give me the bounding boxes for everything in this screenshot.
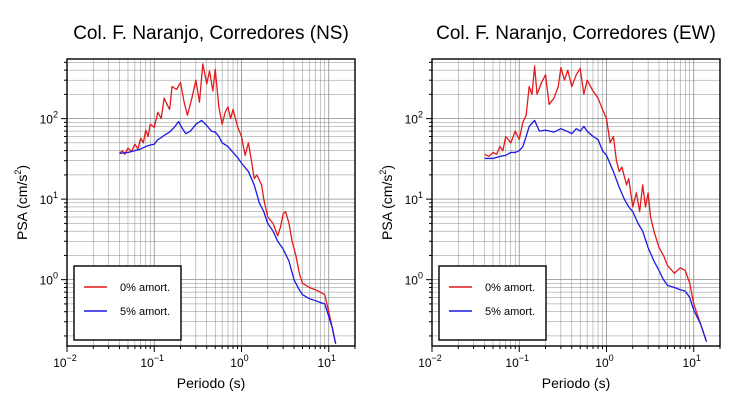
x-axis-label: Periodo (s) (177, 375, 245, 391)
chart-panel-2: Col. F. Naranjo, Corredores (EW)10−2 10−1… (378, 23, 721, 391)
y-axis-label-text: PSA (cm/s (14, 175, 30, 240)
y-tick-exponent: 2 (53, 110, 58, 120)
x-tick-label: 100 (595, 353, 613, 370)
x-tick-base: 10 (595, 356, 609, 370)
x-tick-label: 10−1 (505, 353, 529, 370)
x-tick-label: 10−1 (140, 353, 164, 370)
y-axis-label-sup: 2 (13, 170, 23, 175)
y-tick-exponent: 0 (53, 271, 58, 281)
series-line-damped (484, 119, 708, 342)
x-tick-label: 100 (230, 353, 248, 370)
y-tick-base: 10 (405, 274, 419, 288)
legend-box (73, 265, 182, 341)
x-tick-base: 10 (683, 356, 697, 370)
chart-panel-1: Col. F. Naranjo, Corredores (NS)10−2 10−1… (13, 23, 356, 391)
y-tick-exponent: 0 (418, 271, 423, 281)
series-line-damped (119, 119, 337, 344)
chart-title: Col. F. Naranjo, Corredores (NS) (73, 23, 349, 44)
legend-label: 5% amort. (120, 306, 170, 318)
x-tick-label: 101 (318, 353, 336, 370)
y-tick-base: 10 (40, 113, 54, 127)
x-tick-base: 10 (53, 356, 67, 370)
y-axis-label-text: PSA (cm/s (379, 175, 395, 240)
x-tick-exponent: −1 (519, 353, 529, 363)
y-tick-exponent: 1 (53, 190, 58, 200)
y-tick-label: 100 (405, 271, 423, 288)
y-axis-label-end: ) (14, 165, 30, 170)
y-tick-label: 102 (405, 110, 423, 127)
x-tick-exponent: −2 (67, 353, 77, 363)
y-tick-exponent: 1 (418, 190, 423, 200)
x-tick-base: 10 (230, 356, 244, 370)
x-tick-exponent: 1 (696, 353, 701, 363)
x-tick-base: 10 (418, 356, 432, 370)
y-tick-base: 10 (405, 113, 419, 127)
y-tick-exponent: 2 (418, 110, 423, 120)
x-tick-label: 10−2 (53, 353, 77, 370)
x-axis-label: Periodo (s) (542, 375, 610, 391)
legend: 0% amort. 5% amort. (438, 265, 547, 341)
y-tick-base: 10 (40, 274, 54, 288)
y-tick-label: 100 (40, 271, 58, 288)
series-line-undamped (484, 65, 708, 342)
y-axis-label-sup: 2 (378, 170, 388, 175)
x-tick-exponent: −2 (432, 353, 442, 363)
y-tick-base: 10 (40, 193, 54, 207)
legend: 0% amort. 5% amort. (73, 265, 182, 341)
x-tick-exponent: 1 (331, 353, 336, 363)
x-tick-exponent: 0 (244, 353, 249, 363)
legend-label: 0% amort. (485, 282, 535, 294)
tick-marks (61, 61, 356, 352)
legend-label: 5% amort. (485, 306, 535, 318)
y-axis-label: PSA (cm/s2) (378, 165, 395, 240)
y-tick-label: 101 (405, 190, 423, 207)
y-tick-base: 10 (405, 193, 419, 207)
y-tick-label: 102 (40, 110, 58, 127)
x-tick-exponent: −1 (154, 353, 164, 363)
series-line-undamped (119, 63, 337, 344)
legend-box (438, 265, 547, 341)
gridlines (66, 59, 356, 346)
legend-label: 0% amort. (120, 282, 170, 294)
chart-title: Col. F. Naranjo, Corredores (EW) (436, 23, 716, 44)
x-tick-exponent: 0 (609, 353, 614, 363)
gridlines (431, 59, 721, 346)
x-tick-base: 10 (505, 356, 519, 370)
x-tick-base: 10 (318, 356, 332, 370)
x-tick-label: 10−2 (418, 353, 442, 370)
x-tick-label: 101 (683, 353, 701, 370)
y-axis-label-end: ) (379, 165, 395, 170)
y-axis-label: PSA (cm/s2) (13, 165, 30, 240)
x-tick-base: 10 (140, 356, 154, 370)
y-tick-label: 101 (40, 190, 58, 207)
tick-marks (426, 61, 721, 352)
